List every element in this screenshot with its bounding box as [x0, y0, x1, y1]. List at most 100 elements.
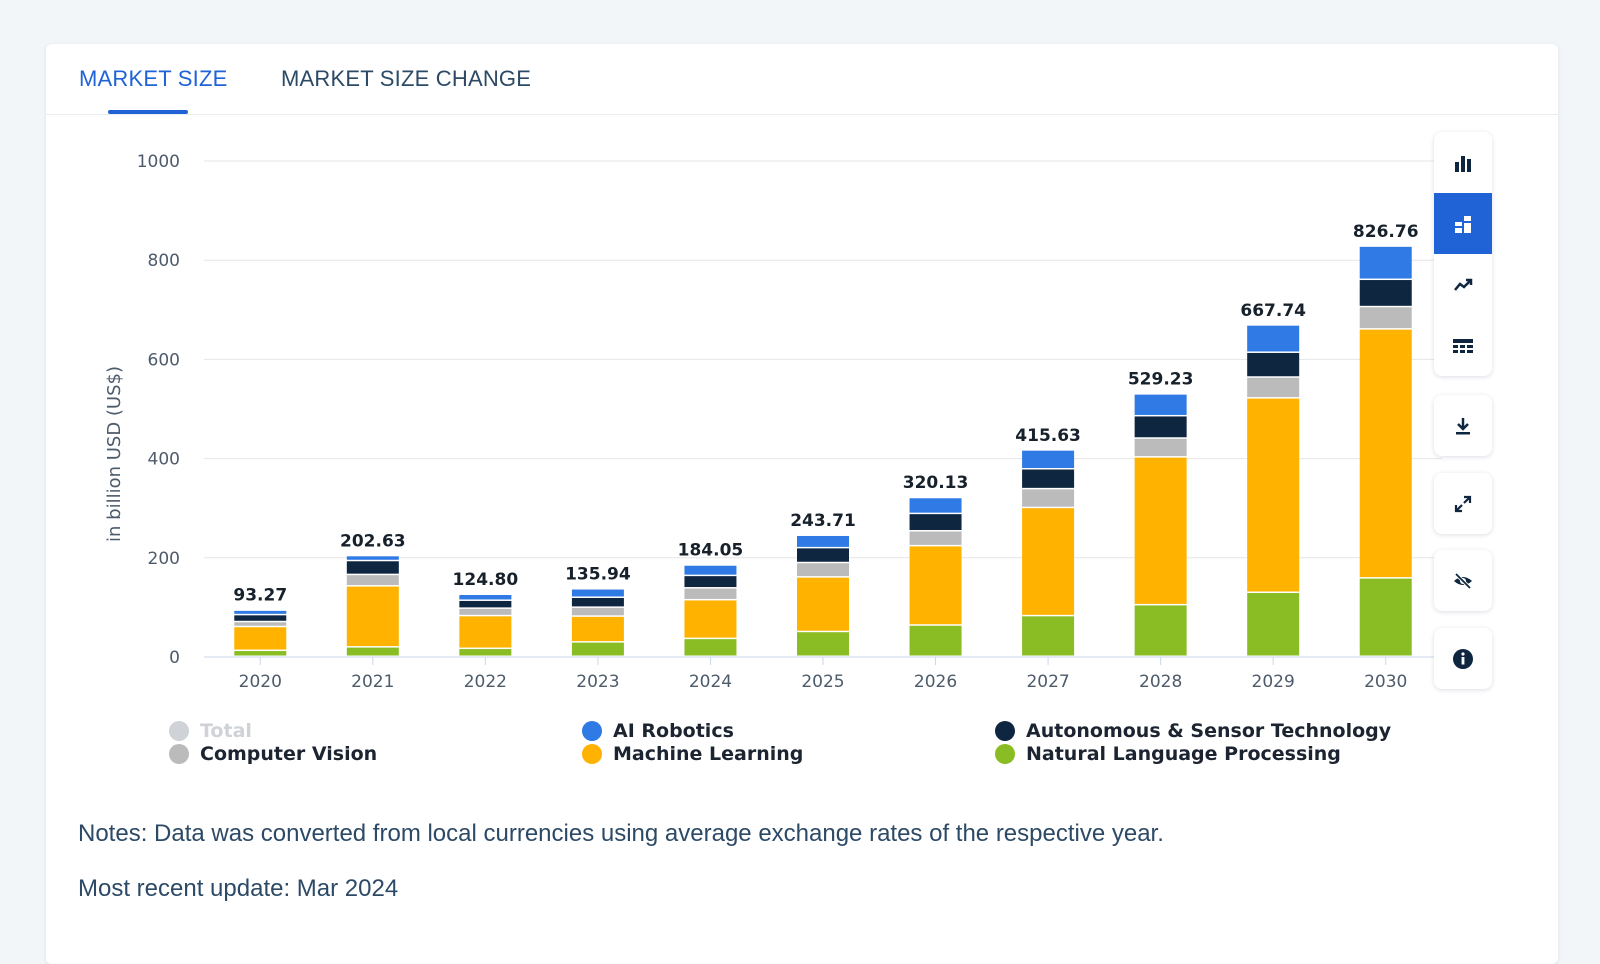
bar-stack-2028[interactable]	[1134, 394, 1187, 656]
info-button[interactable]	[1434, 628, 1492, 689]
bar-autonomous-sensor-technology-2029[interactable]	[1247, 352, 1300, 377]
bar-computer-vision-2028[interactable]	[1134, 438, 1187, 457]
bar-autonomous-sensor-technology-2024[interactable]	[684, 576, 737, 588]
bar-stack-2020[interactable]	[234, 610, 287, 656]
bar-ai-robotics-2024[interactable]	[684, 565, 737, 575]
bar-autonomous-sensor-technology-2023[interactable]	[571, 597, 624, 607]
x-tick-label: 2030	[1364, 672, 1407, 692]
bar-stack-2022[interactable]	[459, 595, 512, 656]
legend-label-autonomous: Autonomous & Sensor Technology	[1026, 720, 1392, 742]
bar-stack-2025[interactable]	[797, 535, 849, 656]
legend-dot-ai-robotics	[582, 721, 602, 741]
download-group	[1434, 395, 1492, 456]
bar-autonomous-sensor-technology-2030[interactable]	[1359, 280, 1412, 306]
bar-autonomous-sensor-technology-2026[interactable]	[909, 514, 962, 531]
download-button[interactable]	[1434, 395, 1492, 456]
bar-computer-vision-2022[interactable]	[459, 608, 512, 615]
fullscreen-icon	[1454, 495, 1472, 512]
bar-ai-robotics-2027[interactable]	[1022, 450, 1075, 469]
bar-computer-vision-2029[interactable]	[1247, 377, 1300, 398]
bar-ai-robotics-2022[interactable]	[459, 595, 512, 600]
bar-natural-language-processing-2024[interactable]	[684, 639, 737, 656]
tab-bar: MARKET SIZE MARKET SIZE CHANGE	[46, 44, 1558, 115]
bar-computer-vision-2024[interactable]	[684, 588, 737, 599]
bar-stack-2029[interactable]	[1247, 325, 1300, 656]
bar-natural-language-processing-2030[interactable]	[1359, 578, 1412, 656]
bar-chart-view-button[interactable]	[1434, 132, 1492, 193]
total-data-label: 202.63	[340, 531, 406, 551]
bar-ai-robotics-2029[interactable]	[1247, 325, 1300, 352]
bar-machine-learning-2022[interactable]	[459, 616, 512, 648]
bar-ai-robotics-2030[interactable]	[1359, 246, 1412, 279]
bar-autonomous-sensor-technology-2025[interactable]	[797, 548, 849, 562]
bar-natural-language-processing-2022[interactable]	[459, 649, 512, 656]
bar-autonomous-sensor-technology-2021[interactable]	[346, 561, 399, 574]
legend-item-computer-vision[interactable]: Computer Vision	[169, 743, 377, 765]
legend-label-total: Total	[200, 720, 252, 742]
bar-ai-robotics-2021[interactable]	[346, 556, 399, 560]
bar-computer-vision-2023[interactable]	[571, 607, 624, 616]
fullscreen-button[interactable]	[1434, 473, 1492, 534]
bar-natural-language-processing-2026[interactable]	[909, 625, 962, 656]
legend-label-nlp: Natural Language Processing	[1026, 743, 1341, 765]
bar-computer-vision-2026[interactable]	[909, 531, 962, 545]
bar-stack-2030[interactable]	[1359, 246, 1412, 656]
bar-ai-robotics-2028[interactable]	[1134, 394, 1187, 415]
bar-natural-language-processing-2029[interactable]	[1247, 593, 1300, 656]
bar-natural-language-processing-2028[interactable]	[1134, 605, 1187, 656]
bar-machine-learning-2023[interactable]	[571, 616, 624, 642]
bar-machine-learning-2020[interactable]	[234, 627, 287, 650]
legend-item-nlp[interactable]: Natural Language Processing	[995, 743, 1341, 765]
bar-machine-learning-2026[interactable]	[909, 546, 962, 625]
bar-stack-2021[interactable]	[346, 556, 399, 656]
bar-ai-robotics-2020[interactable]	[234, 610, 287, 614]
bar-ai-robotics-2025[interactable]	[797, 535, 849, 547]
bar-natural-language-processing-2021[interactable]	[346, 647, 399, 656]
bar-ai-robotics-2023[interactable]	[571, 589, 624, 597]
bar-computer-vision-2027[interactable]	[1022, 489, 1075, 507]
bar-machine-learning-2030[interactable]	[1359, 329, 1412, 578]
legend-item-ai-robotics[interactable]: AI Robotics	[582, 720, 734, 742]
bar-stack-2023[interactable]	[571, 589, 624, 656]
legend-item-total[interactable]: Total	[169, 720, 252, 742]
bar-autonomous-sensor-technology-2027[interactable]	[1022, 469, 1075, 488]
bar-stack-2026[interactable]	[909, 498, 962, 656]
eye-slash-icon	[1454, 572, 1472, 589]
bar-autonomous-sensor-technology-2020[interactable]	[234, 615, 287, 621]
bar-machine-learning-2021[interactable]	[346, 586, 399, 647]
bar-computer-vision-2021[interactable]	[346, 575, 399, 586]
bar-machine-learning-2027[interactable]	[1022, 508, 1075, 615]
tab-market-size[interactable]: MARKET SIZE	[79, 66, 228, 91]
bar-stack-2027[interactable]	[1022, 450, 1075, 656]
y-tick-label: 200	[148, 549, 180, 569]
legend-item-machine-learning[interactable]: Machine Learning	[582, 743, 803, 765]
bar-computer-vision-2020[interactable]	[234, 622, 287, 626]
y-tick-label: 800	[148, 251, 180, 271]
legend-item-autonomous[interactable]: Autonomous & Sensor Technology	[995, 720, 1391, 742]
legend-dot-total	[169, 721, 189, 741]
bar-natural-language-processing-2025[interactable]	[797, 632, 849, 656]
bar-ai-robotics-2026[interactable]	[909, 498, 962, 513]
table-view-button[interactable]	[1434, 315, 1492, 376]
bar-machine-learning-2029[interactable]	[1247, 398, 1300, 592]
bar-machine-learning-2028[interactable]	[1134, 457, 1187, 604]
bar-machine-learning-2024[interactable]	[684, 600, 737, 638]
visibility-group	[1434, 550, 1492, 611]
x-tick-label: 2023	[576, 672, 619, 692]
line-chart-view-button[interactable]	[1434, 254, 1492, 315]
bar-chart-icon	[1455, 155, 1471, 172]
fullscreen-group	[1434, 473, 1492, 534]
bar-machine-learning-2025[interactable]	[797, 577, 849, 631]
tab-market-size-change[interactable]: MARKET SIZE CHANGE	[281, 66, 532, 91]
bar-natural-language-processing-2023[interactable]	[571, 642, 624, 656]
bar-computer-vision-2025[interactable]	[797, 563, 849, 577]
bar-autonomous-sensor-technology-2028[interactable]	[1134, 416, 1187, 438]
hide-button[interactable]	[1434, 550, 1492, 611]
bar-natural-language-processing-2020[interactable]	[234, 651, 287, 656]
stacked-chart-view-button[interactable]	[1434, 193, 1492, 254]
bar-stack-2024[interactable]	[684, 565, 737, 656]
bar-autonomous-sensor-technology-2022[interactable]	[459, 600, 512, 608]
total-data-label: 93.27	[233, 586, 287, 606]
bar-computer-vision-2030[interactable]	[1359, 307, 1412, 329]
bar-natural-language-processing-2027[interactable]	[1022, 616, 1075, 656]
